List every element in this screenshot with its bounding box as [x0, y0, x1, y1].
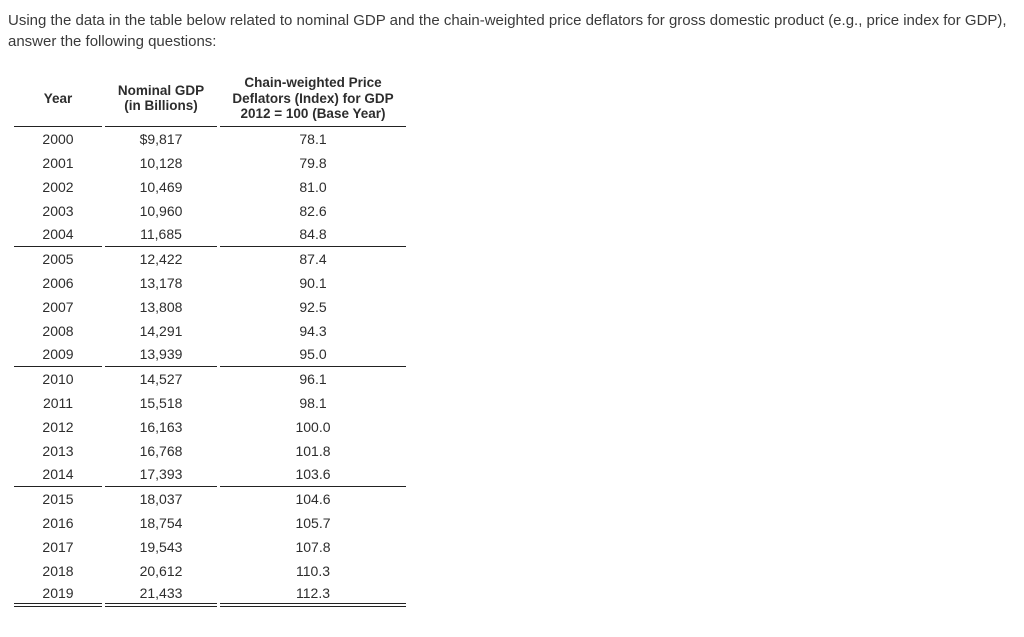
deflator-cell: 100.0 — [295, 418, 331, 435]
table-row: 2009 13,939 95.0 — [14, 343, 406, 367]
table-row: 2005 12,422 87.4 — [14, 247, 406, 271]
nominal-gdp-cell: $9,817 — [139, 130, 183, 147]
year-cell: 2005 — [42, 250, 74, 267]
year-cell: 2012 — [42, 418, 74, 435]
table-row: 2001 10,128 79.8 — [14, 151, 406, 175]
deflator-cell: 107.8 — [295, 538, 331, 555]
table-row: 2016 18,754 105.7 — [14, 511, 406, 535]
nominal-gdp-cell: 16,163 — [139, 418, 183, 435]
table-header: Year Nominal GDP (in Billions) Chain-wei… — [14, 75, 406, 127]
year-cell: 2001 — [42, 154, 74, 171]
table-row: 2018 20,612 110.3 — [14, 559, 406, 583]
deflator-cell: 105.7 — [295, 514, 331, 531]
nominal-gdp-cell: 15,518 — [139, 394, 183, 411]
deflator-cell: 96.1 — [299, 370, 327, 387]
nominal-gdp-cell: 13,808 — [139, 298, 183, 315]
year-cell: 2000 — [42, 130, 74, 147]
year-cell: 2018 — [42, 562, 74, 579]
year-cell: 2002 — [42, 178, 74, 195]
deflator-cell: 84.8 — [220, 223, 406, 247]
nominal-gdp-cell: 13,939 — [105, 343, 217, 367]
gdp-data-table: Year Nominal GDP (in Billions) Chain-wei… — [11, 75, 409, 607]
year-cell: 2011 — [42, 394, 74, 411]
year-cell: 2010 — [42, 370, 74, 387]
year-cell: 2015 — [42, 490, 74, 507]
deflator-cell: 95.0 — [220, 343, 406, 367]
year-cell: 2009 — [14, 343, 102, 367]
col-deflator-header: Chain-weighted Price Deflators (Index) f… — [220, 75, 406, 127]
year-cell: 2008 — [42, 322, 74, 339]
nominal-gdp-cell: 14,291 — [139, 322, 183, 339]
deflator-cell: 101.8 — [295, 442, 331, 459]
nominal-gdp-cell: 14,527 — [139, 370, 183, 387]
deflator-cell: 104.6 — [295, 490, 331, 507]
year-cell: 2004 — [14, 223, 102, 247]
nominal-gdp-cell: 10,960 — [139, 202, 183, 219]
year-cell: 2019 — [14, 583, 102, 607]
nominal-gdp-cell: 11,685 — [105, 223, 217, 247]
table-row: 2010 14,527 96.1 — [14, 367, 406, 391]
table-row: 2013 16,768 101.8 — [14, 439, 406, 463]
deflator-cell: 90.1 — [299, 274, 327, 291]
deflator-cell: 110.3 — [296, 562, 330, 579]
table-row: 2015 18,037 104.6 — [14, 487, 406, 511]
table-row: 2003 10,960 82.6 — [14, 199, 406, 223]
year-cell: 2013 — [42, 442, 74, 459]
deflator-cell: 98.1 — [299, 394, 327, 411]
question-text: Using the data in the table below relate… — [8, 12, 1007, 50]
header-row: Year Nominal GDP (in Billions) Chain-wei… — [14, 75, 406, 127]
table-row: 2011 15,518 98.1 — [14, 391, 406, 415]
col-nominal-gdp-header: Nominal GDP (in Billions) — [105, 75, 217, 127]
deflator-cell: 78.1 — [299, 130, 327, 147]
deflator-cell: 81.0 — [299, 178, 327, 195]
nominal-gdp-cell: 16,768 — [139, 442, 183, 459]
nominal-gdp-cell: 17,393 — [105, 463, 217, 487]
year-cell: 2016 — [42, 514, 74, 531]
nominal-gdp-cell: 10,128 — [139, 154, 183, 171]
year-cell: 2007 — [42, 298, 74, 315]
deflator-cell: 82.6 — [299, 202, 327, 219]
table-row: 2002 10,469 81.0 — [14, 175, 406, 199]
nominal-gdp-cell: 18,754 — [139, 514, 183, 531]
nominal-gdp-cell: 10,469 — [139, 178, 183, 195]
deflator-cell: 79.8 — [299, 154, 327, 171]
year-cell: 2014 — [14, 463, 102, 487]
year-cell: 2003 — [42, 202, 74, 219]
table-row: 2017 19,543 107.8 — [14, 535, 406, 559]
deflator-cell: 112.3 — [220, 583, 406, 607]
table-row: 2004 11,685 84.8 — [14, 223, 406, 247]
table-row: 2012 16,163 100.0 — [14, 415, 406, 439]
table-row: 2019 21,433 112.3 — [14, 583, 406, 607]
nominal-gdp-cell: 13,178 — [139, 274, 183, 291]
col-year-header: Year — [14, 75, 102, 127]
table-row: 2014 17,393 103.6 — [14, 463, 406, 487]
nominal-gdp-cell: 19,543 — [139, 538, 183, 555]
deflator-cell: 94.3 — [299, 322, 327, 339]
year-cell: 2017 — [42, 538, 74, 555]
table-row: 2007 13,808 92.5 — [14, 295, 406, 319]
deflator-cell: 92.5 — [299, 298, 327, 315]
table-body: 2000 $9,817 78.1 2001 10,128 79.8 2002 10,469 81… — [14, 127, 406, 607]
nominal-gdp-cell: 12,422 — [139, 250, 183, 267]
deflator-cell: 87.4 — [299, 250, 327, 267]
nominal-gdp-cell: 20,612 — [139, 562, 183, 579]
nominal-gdp-cell: 21,433 — [105, 583, 217, 607]
table-row: 2000 $9,817 78.1 — [14, 127, 406, 151]
table-row: 2006 13,178 90.1 — [14, 271, 406, 295]
deflator-cell: 103.6 — [220, 463, 406, 487]
year-cell: 2006 — [42, 274, 74, 291]
table-row: 2008 14,291 94.3 — [14, 319, 406, 343]
nominal-gdp-cell: 18,037 — [139, 490, 183, 507]
